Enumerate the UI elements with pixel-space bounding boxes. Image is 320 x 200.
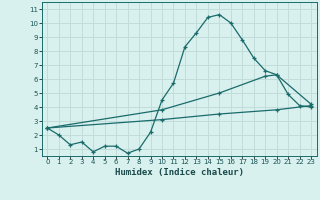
X-axis label: Humidex (Indice chaleur): Humidex (Indice chaleur) <box>115 168 244 177</box>
